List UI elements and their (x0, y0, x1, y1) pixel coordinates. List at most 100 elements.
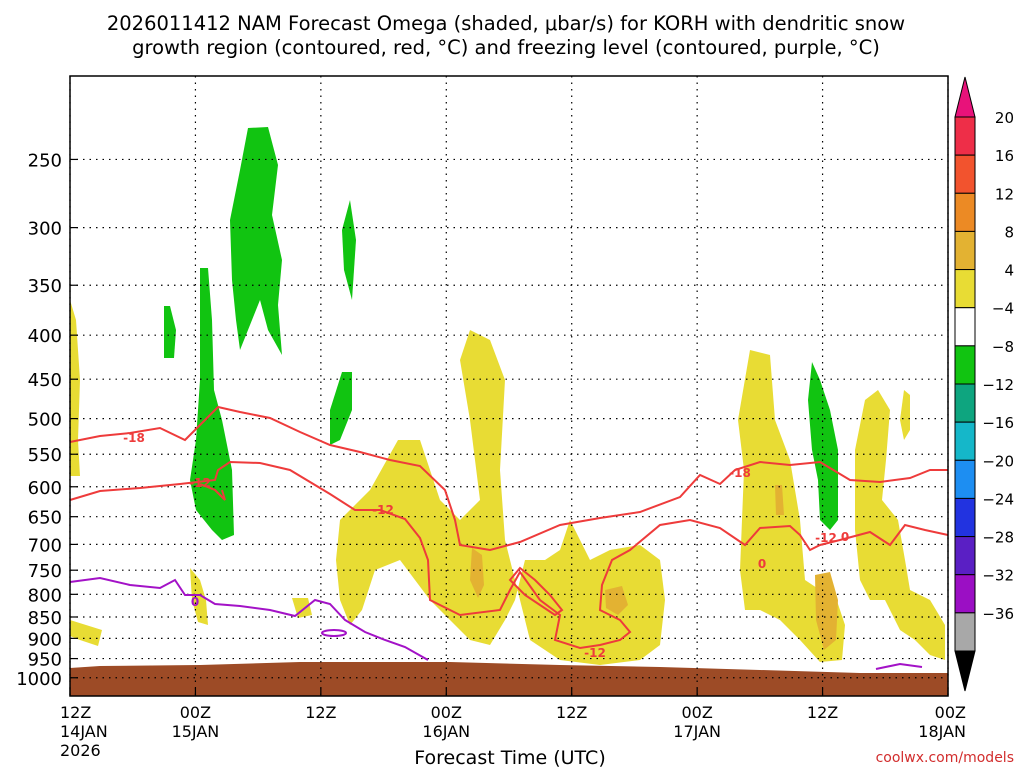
colorbar-segment-10 (954, 497, 976, 538)
chart-title-line-1: 2026011412 NAM Forecast Omega (shaded, μ… (107, 12, 905, 35)
freezing-level-line-east (875, 662, 923, 670)
colorbar-segment-9 (954, 459, 976, 499)
x-tick-label-time-2: 12Z (305, 703, 336, 722)
colorbar-top-arrow (954, 76, 976, 118)
red-label-6: 0 (758, 557, 766, 571)
x-tick-label-time-3: 00Z (431, 703, 462, 722)
x-tick-label-year-0: 2026 (60, 741, 101, 760)
purple-label-1: 0 (191, 595, 199, 609)
contour-labels: -18 -12 -12 -18 -12 0 -12 0 0 (123, 431, 849, 660)
colorbar-label-1: 16 (995, 147, 1014, 165)
y-tick-label-600: 600 (28, 478, 62, 499)
omega-orange-area-2 (605, 586, 628, 615)
red-temperature-contours (69, 405, 949, 650)
colorbar-segment-6 (954, 345, 976, 385)
omega-green-area-2 (190, 268, 234, 540)
chart-title-line-2: growth region (contoured, red, °C) and f… (132, 36, 880, 59)
colorbar-label-0: 20 (995, 109, 1014, 127)
y-tick-label-500: 500 (28, 410, 62, 431)
y-tick-label-900: 900 (28, 629, 62, 650)
colorbar-segment-4 (954, 269, 976, 309)
omega-orange-area-3 (815, 572, 838, 650)
red-label-3: -12 (372, 503, 394, 517)
x-tick-label-time-7: 00Z (935, 703, 966, 722)
colorbar-segment-3 (954, 230, 976, 271)
red-label-1: -18 (123, 431, 145, 445)
omega-yellow-area-7 (855, 390, 945, 660)
omega-yellow-area-5 (336, 330, 665, 665)
omega-yellow-area-3 (190, 568, 208, 625)
omega-orange-area-4 (775, 485, 784, 515)
y-tick-label-800: 800 (28, 585, 62, 606)
colorbar-segment-8 (954, 421, 976, 461)
contour-minus-12 (69, 460, 949, 650)
omega-yellow-area-2 (70, 620, 102, 646)
colorbar-segment-13 (954, 612, 976, 652)
x-tick-label-time-6: 12Z (807, 703, 838, 722)
y-tick-label-550: 550 (28, 445, 62, 466)
y-tick-label-400: 400 (28, 326, 62, 347)
red-label-2: -12 (189, 476, 211, 490)
x-tick-label-time-5: 00Z (681, 703, 712, 722)
omega-green-area-6 (808, 362, 838, 530)
colorbar-label-3: 8 (1004, 223, 1014, 241)
colorbar-label-2: 12 (995, 185, 1014, 203)
contour-minus-18 (69, 405, 948, 552)
colorbar-segment-0 (954, 116, 976, 156)
y-axis-labels: 2503003504004505005506006507007508008509… (16, 150, 62, 689)
colorbar-segment-7 (954, 383, 976, 423)
red-label-4: -18 (729, 466, 751, 480)
colorbar-segment-1 (954, 154, 976, 194)
x-tick-label-date-7: 18JAN (918, 722, 966, 741)
colorbar-segment-5 (954, 307, 976, 347)
y-tick-label-650: 650 (28, 508, 62, 529)
omega-yellow-area-8 (900, 390, 910, 440)
ground-terrain (70, 662, 948, 696)
purple-freezing-level-contour (69, 576, 923, 670)
colorbar-segment-12 (954, 574, 976, 614)
omega-yellow-area-1 (70, 300, 80, 476)
y-tick-label-300: 300 (28, 219, 62, 240)
omega-green-area-3 (164, 306, 176, 358)
x-tick-label-time-1: 00Z (180, 703, 211, 722)
x-tick-label-date-0: 14JAN (60, 722, 108, 741)
x-tick-label-date-5: 17JAN (673, 722, 721, 741)
x-tick-label-time-0: 12Z (60, 703, 91, 722)
omega-shading (70, 127, 945, 665)
x-tick-label-time-4: 12Z (556, 703, 587, 722)
y-tick-label-750: 750 (28, 561, 62, 582)
omega-green-area-4 (342, 200, 356, 300)
colorbar-bottom-arrow (954, 650, 976, 692)
contour-12z-tail (199, 483, 226, 501)
red-label-7: -12 (815, 531, 837, 545)
x-tick-label-date-3: 16JAN (422, 722, 470, 741)
omega-green-area-1 (230, 127, 282, 355)
contour-12z-loop (508, 566, 564, 617)
y-tick-label-700: 700 (28, 535, 62, 556)
omega-yellow-area-4 (292, 598, 312, 618)
credit-text: coolwx.com/models (876, 750, 1014, 766)
red-label-5: -12 (584, 646, 606, 660)
omega-green-area-5 (330, 372, 352, 445)
colorbar-label-12: −32 (982, 567, 1014, 585)
colorbar-label-7: −12 (982, 376, 1014, 394)
omega-colorbar: 20 16 12 8 4 −4 −8 −12 −16 −20 −24 −28 −32 −36 (954, 76, 1014, 692)
y-tick-label-350: 350 (28, 276, 62, 297)
colorbar-segment-2 (954, 192, 976, 232)
colorbar-label-10: −24 (982, 490, 1014, 508)
colorbar-label-13: −36 (982, 605, 1014, 623)
y-tick-label-950: 950 (28, 650, 62, 671)
y-tick-label-450: 450 (28, 370, 62, 391)
omega-orange-area-1 (470, 548, 484, 598)
freezing-level-loop (321, 629, 347, 637)
colorbar-label-9: −20 (982, 452, 1014, 470)
plot-frame (69, 75, 949, 697)
freezing-level-line (69, 576, 429, 661)
red-label-8: 0 (841, 530, 849, 544)
colorbar-label-8: −16 (982, 414, 1014, 432)
y-tick-label-850: 850 (28, 608, 62, 629)
omega-yellow-area-6 (738, 350, 845, 662)
colorbar-segment-11 (954, 536, 976, 576)
